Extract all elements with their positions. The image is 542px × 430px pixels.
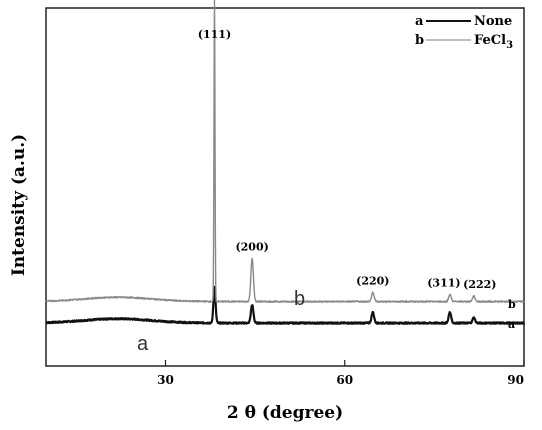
x-tick-label: 90 [507, 373, 524, 387]
series-a-inline-label: a [137, 333, 149, 355]
series-a-end-label: a [508, 318, 515, 331]
series-b-end-label: b [508, 298, 516, 311]
series-b-line [45, 0, 525, 303]
peak-labels: (111) (200) (220) (311) (222) [198, 28, 497, 291]
legend-key-a: a [415, 14, 424, 29]
peak-label: (222) [463, 278, 496, 291]
peak-label: (111) [198, 28, 231, 41]
x-tick-label: 60 [336, 373, 353, 387]
x-axis-label: 2 θ (degree) [227, 403, 343, 423]
series-lines [45, 0, 526, 325]
legend-key-b: b [415, 33, 424, 48]
series-b-inline-label: b [294, 288, 305, 310]
peak-label: (311) [427, 276, 460, 289]
legend-label-b-sub: 3 [506, 40, 513, 51]
x-tick-label: 30 [157, 373, 174, 387]
peak-label: (200) [235, 241, 268, 254]
series-a-line [45, 285, 526, 325]
legend: a None b FeCl3 [415, 14, 513, 51]
legend-label-b: FeCl3 [474, 33, 513, 51]
plot-frame [45, 7, 525, 367]
y-axis-label: Intensity (a.u.) [9, 134, 29, 276]
x-axis-ticks: 30 60 90 [157, 360, 525, 387]
peak-label: (220) [356, 275, 389, 288]
legend-label-a: None [474, 14, 512, 29]
legend-label-b-main: FeCl [474, 33, 506, 48]
